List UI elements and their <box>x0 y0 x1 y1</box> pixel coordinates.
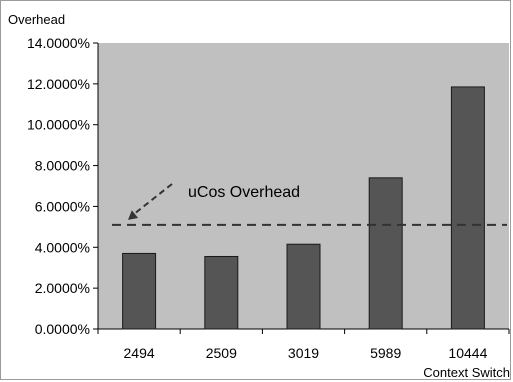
y-tick-label: 14.0000% <box>27 35 90 51</box>
y-ticks: 0.0000% 2.0000% 4.0000% 6.0000% 8.0000% 10.00… <box>27 35 98 337</box>
x-ticks: 2494 2509 3019 5989 10444 <box>97 329 510 361</box>
x-tick-label: 2494 <box>124 345 155 361</box>
y-tick-label: 6.0000% <box>35 198 90 214</box>
y-tick-label: 4.0000% <box>35 239 90 255</box>
y-tick-label: 10.0000% <box>27 117 90 133</box>
bar-2494 <box>122 252 157 330</box>
y-tick-label: 12.0000% <box>27 76 90 92</box>
reference-line-label: uCos Overhead <box>188 184 300 201</box>
bar-10444 <box>450 86 485 330</box>
x-tick-label: 3019 <box>288 345 319 361</box>
reference-arrow-shaft <box>132 183 173 216</box>
y-tick-label: 2.0000% <box>35 280 90 296</box>
y-tick-label: 8.0000% <box>35 158 90 174</box>
x-axis-label: Context Switch <box>423 365 510 380</box>
bar-5989 <box>368 177 403 330</box>
y-tick-label: 0.0000% <box>35 321 90 337</box>
bar-3019 <box>286 243 321 330</box>
bar-2509 <box>204 255 239 330</box>
x-tick-label: 5989 <box>370 345 401 361</box>
x-tick-label: 10444 <box>448 345 487 361</box>
bars <box>122 86 485 330</box>
y-axis-label: Overhead <box>8 12 65 27</box>
x-tick-label: 2509 <box>206 345 237 361</box>
reference-arrow-head <box>128 210 139 220</box>
